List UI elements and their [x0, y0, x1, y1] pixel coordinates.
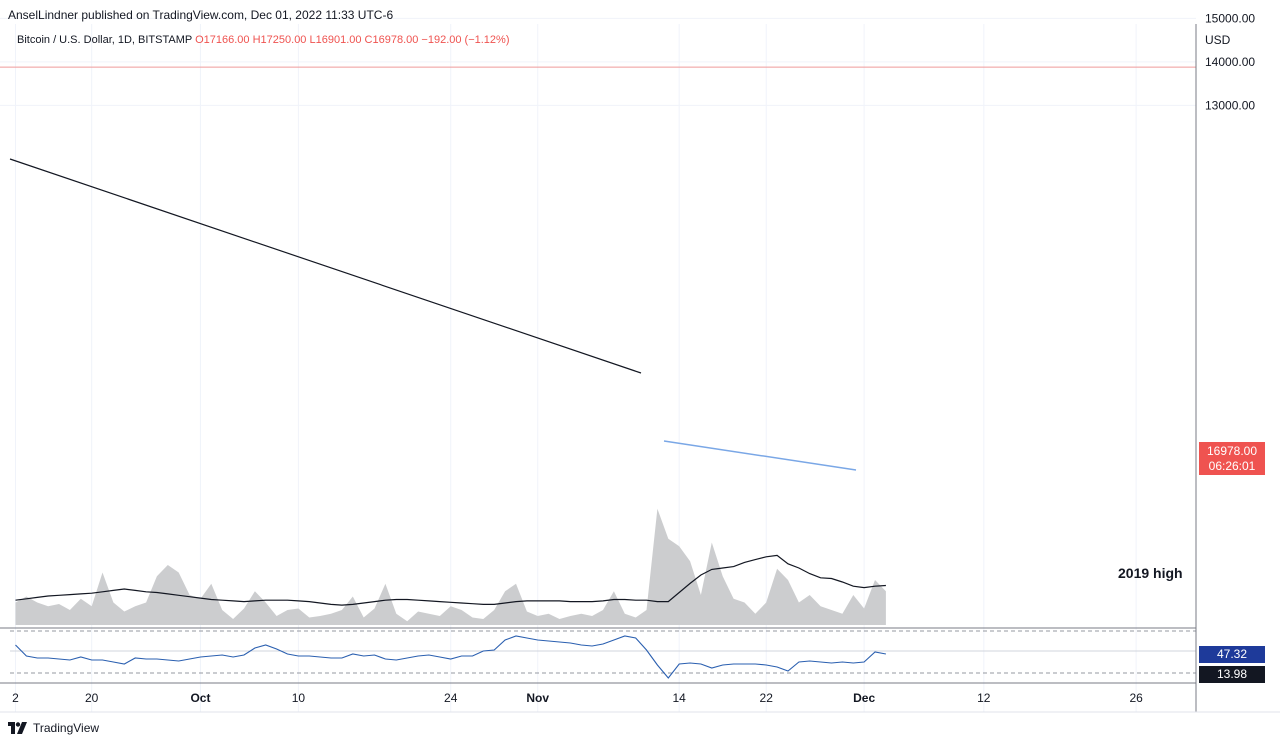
time-tick: 12 — [977, 691, 991, 705]
brand-name: TradingView — [33, 721, 100, 735]
tradingview-logo-icon — [8, 722, 27, 734]
publish-info: AnselLindner published on TradingView.co… — [8, 8, 394, 22]
rsi-value-tag: 47.32 — [1199, 646, 1265, 663]
current-price-value: 16978.00 — [1206, 444, 1258, 458]
symbol-title: Bitcoin / U.S. Dollar, 1D, BITSTAMP — [17, 34, 193, 46]
symbol-legend: Bitcoin / U.S. Dollar, 1D, BITSTAMP O171… — [17, 34, 509, 46]
time-tick: 2 — [12, 691, 19, 705]
time-tick: 10 — [292, 691, 306, 705]
volume-area — [15, 508, 886, 625]
current-price-tag: 16978.00 06:26:01 — [1199, 442, 1265, 475]
footer: TradingView — [8, 721, 99, 735]
ohlc-values: O17166.00 H17250.00 L16901.00 C16978.00 … — [195, 34, 510, 46]
moving-average-line — [15, 554, 886, 606]
currency-label: USD — [1205, 33, 1231, 47]
downtrend-line — [9, 158, 642, 374]
small-trend-line — [663, 440, 857, 471]
time-tick: Oct — [190, 691, 210, 705]
time-tick: Dec — [853, 691, 875, 705]
time-tick: 24 — [444, 691, 458, 705]
price-tick: 15000.00 — [1205, 11, 1255, 25]
countdown-value: 06:26:01 — [1208, 459, 1256, 473]
note-2019-high: 2019 high — [1118, 565, 1183, 581]
time-tick: 26 — [1129, 691, 1143, 705]
rsi-line — [15, 635, 886, 679]
time-tick: Nov — [526, 691, 549, 705]
price-tick: 13000.00 — [1205, 98, 1255, 112]
time-tick: 14 — [673, 691, 687, 705]
time-tick: 20 — [85, 691, 99, 705]
time-tick: 22 — [760, 691, 774, 705]
price-tick: 14000.00 — [1205, 55, 1255, 69]
atr-value-tag: 13.98 — [1199, 666, 1265, 683]
